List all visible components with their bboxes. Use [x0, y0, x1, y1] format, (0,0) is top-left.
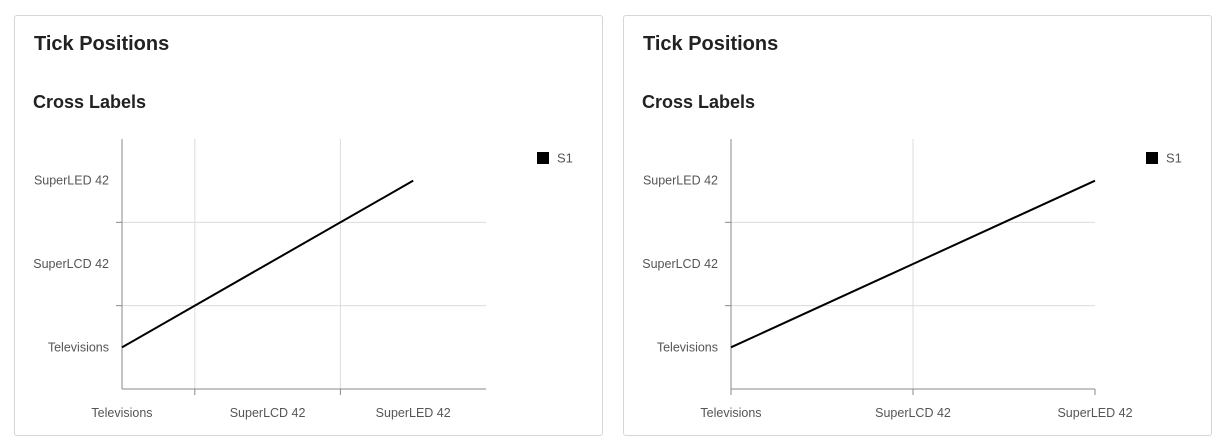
x-tick-label: Televisions [91, 406, 152, 420]
y-tick-label: SuperLED 42 [643, 174, 718, 188]
x-tick-label: SuperLCD 42 [230, 406, 306, 420]
card-title: Tick Positions [34, 33, 170, 55]
series-line [730, 179, 1096, 349]
x-tick-label: SuperLED 42 [1057, 406, 1132, 420]
y-tick-label: SuperLCD 42 [642, 257, 718, 271]
card-title: Tick Positions [643, 33, 779, 55]
series-line [121, 179, 414, 349]
line-chart: Cross Labels Televisions SuperLCD 42 SuperL… [33, 92, 573, 420]
y-tick-label: SuperLCD 42 [33, 257, 109, 271]
chart-card-left: Tick Positions Cross Labels Televisions Su… [14, 15, 603, 436]
y-tick-label: SuperLED 42 [34, 174, 109, 188]
x-tick-label: Televisions [700, 406, 761, 420]
y-tick-label: Televisions [48, 340, 109, 354]
x-tick-label: SuperLCD 42 [875, 406, 951, 420]
chart-subtitle: Cross Labels [642, 92, 755, 112]
line-chart: Cross Labels Televisions SuperLCD 42 SuperL… [642, 92, 1182, 420]
legend-label: S1 [1166, 151, 1182, 166]
legend-swatch [1146, 152, 1158, 164]
y-tick-label: Televisions [657, 340, 718, 354]
x-tick-label: SuperLED 42 [376, 406, 451, 420]
chart-subtitle: Cross Labels [33, 92, 146, 112]
legend-label: S1 [557, 151, 573, 166]
legend-swatch [537, 152, 549, 164]
chart-card-right: Tick Positions Cross Labels Televisions Su… [623, 15, 1212, 436]
